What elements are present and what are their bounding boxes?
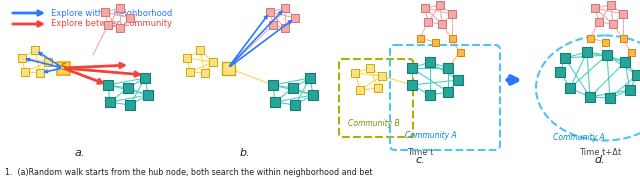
- Bar: [591, 4, 599, 12]
- Bar: [105, 97, 115, 107]
- Bar: [609, 20, 617, 28]
- Bar: [140, 73, 150, 83]
- Bar: [270, 97, 280, 107]
- Bar: [619, 10, 627, 18]
- Bar: [18, 54, 26, 62]
- Bar: [456, 48, 463, 56]
- Bar: [125, 100, 135, 110]
- Bar: [436, 1, 444, 9]
- Bar: [417, 35, 424, 41]
- Bar: [620, 35, 627, 41]
- Bar: [605, 93, 615, 103]
- Bar: [421, 4, 429, 12]
- Text: a.: a.: [75, 148, 85, 158]
- Bar: [116, 4, 124, 12]
- Bar: [288, 83, 298, 93]
- Bar: [607, 1, 615, 9]
- Bar: [407, 63, 417, 73]
- Bar: [425, 90, 435, 100]
- Bar: [443, 63, 453, 73]
- Bar: [582, 47, 592, 57]
- Bar: [308, 90, 318, 100]
- Bar: [560, 53, 570, 63]
- Text: d.: d.: [595, 155, 605, 165]
- Bar: [104, 21, 112, 29]
- Bar: [291, 14, 299, 22]
- Bar: [595, 18, 603, 26]
- Bar: [602, 38, 609, 46]
- Bar: [424, 18, 432, 26]
- Bar: [143, 90, 153, 100]
- Bar: [101, 8, 109, 16]
- Bar: [183, 54, 191, 62]
- Bar: [281, 4, 289, 12]
- Bar: [268, 80, 278, 90]
- Bar: [431, 38, 438, 46]
- Text: Explore within neighborhood: Explore within neighborhood: [51, 9, 172, 17]
- Bar: [632, 70, 640, 80]
- Bar: [281, 24, 289, 32]
- Bar: [374, 84, 382, 92]
- Text: 1.  (a)Random walk starts from the hub node, both search the within neighborhood: 1. (a)Random walk starts from the hub no…: [5, 168, 372, 177]
- Bar: [586, 35, 593, 41]
- Text: S: S: [60, 64, 66, 72]
- Bar: [266, 8, 274, 16]
- Bar: [269, 21, 277, 29]
- Bar: [378, 72, 386, 80]
- Bar: [201, 69, 209, 77]
- Bar: [453, 75, 463, 85]
- Bar: [449, 35, 456, 41]
- Text: Time t+Δt: Time t+Δt: [579, 148, 621, 157]
- Bar: [407, 80, 417, 90]
- Bar: [196, 46, 204, 54]
- Bar: [123, 83, 133, 93]
- Text: Community A: Community A: [553, 133, 605, 142]
- Bar: [585, 92, 595, 102]
- Bar: [356, 86, 364, 94]
- Bar: [620, 57, 630, 67]
- Text: Explore between community: Explore between community: [51, 20, 172, 28]
- Bar: [627, 48, 634, 56]
- Bar: [443, 87, 453, 97]
- Bar: [21, 68, 29, 76]
- Bar: [448, 10, 456, 18]
- Bar: [56, 62, 70, 75]
- Bar: [36, 69, 44, 77]
- Bar: [103, 80, 113, 90]
- Bar: [221, 62, 234, 75]
- Bar: [126, 14, 134, 22]
- Bar: [305, 73, 315, 83]
- Bar: [44, 58, 52, 66]
- Bar: [366, 64, 374, 72]
- Text: c.: c.: [415, 155, 425, 165]
- Bar: [565, 83, 575, 93]
- Text: Community B: Community B: [348, 119, 400, 128]
- Text: Time t: Time t: [407, 148, 433, 157]
- Bar: [116, 24, 124, 32]
- Bar: [290, 100, 300, 110]
- Text: b.: b.: [240, 148, 250, 158]
- Bar: [31, 46, 39, 54]
- Text: Community A: Community A: [405, 131, 457, 140]
- Bar: [555, 67, 565, 77]
- Bar: [625, 85, 635, 95]
- Bar: [351, 69, 359, 77]
- Bar: [425, 57, 435, 67]
- Bar: [602, 50, 612, 60]
- Bar: [186, 68, 194, 76]
- Bar: [209, 58, 217, 66]
- Bar: [438, 20, 446, 28]
